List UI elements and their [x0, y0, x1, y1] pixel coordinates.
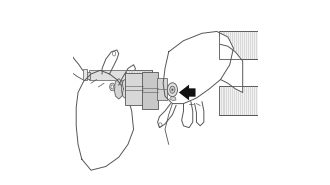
- Bar: [219, 86, 257, 115]
- Bar: [89, 70, 130, 80]
- Bar: [252, 31, 253, 59]
- Ellipse shape: [110, 83, 115, 91]
- Bar: [230, 31, 231, 59]
- Polygon shape: [119, 65, 135, 87]
- Bar: [219, 31, 257, 59]
- Bar: [248, 31, 249, 59]
- Bar: [224, 86, 225, 115]
- Bar: [255, 31, 256, 59]
- Bar: [228, 86, 229, 115]
- Bar: [142, 70, 143, 80]
- Bar: [232, 86, 233, 115]
- Bar: [230, 86, 231, 115]
- Bar: [252, 86, 253, 115]
- Bar: [142, 72, 158, 109]
- Bar: [224, 31, 225, 59]
- Bar: [240, 31, 241, 59]
- Bar: [134, 70, 135, 80]
- Ellipse shape: [170, 86, 175, 93]
- Bar: [238, 86, 239, 115]
- Bar: [131, 70, 133, 80]
- Bar: [250, 31, 251, 59]
- Bar: [139, 70, 140, 80]
- Bar: [228, 31, 229, 59]
- Bar: [219, 86, 220, 115]
- Bar: [242, 86, 243, 115]
- Bar: [129, 70, 130, 80]
- Ellipse shape: [111, 85, 114, 89]
- Bar: [126, 70, 152, 80]
- Polygon shape: [102, 50, 119, 74]
- Bar: [219, 31, 257, 59]
- Bar: [137, 70, 138, 80]
- Bar: [232, 31, 233, 59]
- Bar: [222, 31, 223, 59]
- Bar: [126, 70, 127, 80]
- Bar: [149, 70, 151, 80]
- Ellipse shape: [121, 80, 129, 98]
- Polygon shape: [182, 102, 193, 128]
- Bar: [86, 72, 90, 79]
- Ellipse shape: [172, 89, 173, 91]
- Bar: [83, 69, 87, 80]
- Bar: [255, 86, 256, 115]
- Bar: [250, 86, 251, 115]
- Polygon shape: [220, 44, 243, 92]
- Polygon shape: [163, 31, 233, 104]
- Bar: [236, 31, 237, 59]
- Bar: [238, 31, 239, 59]
- FancyArrow shape: [179, 85, 196, 100]
- Bar: [219, 86, 257, 115]
- Bar: [226, 31, 227, 59]
- Polygon shape: [170, 97, 176, 101]
- Bar: [144, 70, 146, 80]
- Bar: [125, 73, 143, 105]
- Bar: [246, 31, 247, 59]
- Bar: [234, 31, 235, 59]
- Bar: [248, 86, 249, 115]
- Bar: [126, 70, 152, 80]
- Bar: [240, 86, 241, 115]
- Bar: [246, 86, 247, 115]
- Polygon shape: [158, 104, 176, 128]
- Bar: [226, 86, 227, 115]
- Bar: [219, 31, 220, 59]
- Bar: [244, 31, 245, 59]
- Polygon shape: [114, 79, 123, 99]
- Bar: [147, 70, 148, 80]
- Polygon shape: [76, 70, 134, 170]
- Polygon shape: [195, 102, 204, 126]
- Bar: [157, 78, 167, 100]
- Bar: [222, 86, 223, 115]
- Bar: [220, 86, 221, 115]
- Bar: [236, 86, 237, 115]
- Bar: [234, 86, 235, 115]
- Bar: [242, 31, 243, 59]
- Bar: [220, 31, 221, 59]
- Bar: [244, 86, 245, 115]
- Ellipse shape: [167, 83, 178, 97]
